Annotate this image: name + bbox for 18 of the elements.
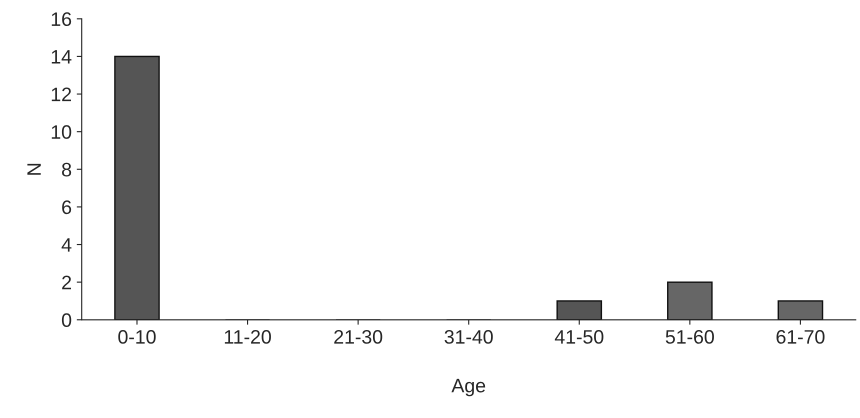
x-axis-title: Age — [451, 378, 486, 396]
y-tick-label: 6 — [62, 200, 72, 214]
x-tick-label: 21-30 — [334, 330, 382, 344]
x-tick-label: 31-40 — [444, 330, 493, 344]
y-tick-label: 2 — [62, 276, 72, 290]
x-tick-label: 11-20 — [224, 330, 271, 344]
y-axis-title: N — [27, 164, 41, 175]
y-tick-label: 12 — [52, 88, 72, 102]
y-tick-label: 16 — [52, 12, 72, 26]
y-tick-label: 10 — [52, 125, 72, 139]
y-tick-label: 14 — [52, 50, 72, 64]
x-tick-label: 0-10 — [118, 330, 156, 344]
x-tick-label: 41-50 — [554, 330, 604, 344]
x-tick-label: 51-60 — [666, 330, 714, 344]
y-tick-label: 8 — [62, 162, 72, 177]
y-tick-label: 0 — [62, 313, 72, 328]
x-tick-label: 61-70 — [776, 330, 825, 344]
y-tick-label: 4 — [62, 238, 72, 252]
